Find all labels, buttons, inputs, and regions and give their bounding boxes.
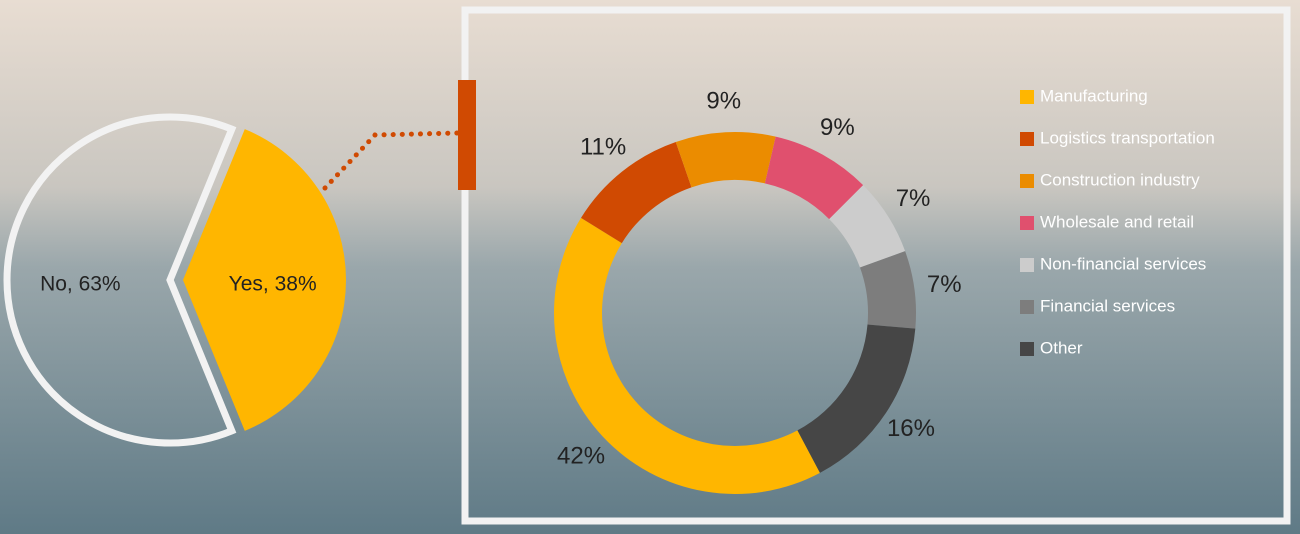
legend-swatch <box>1020 216 1034 230</box>
infographic: No, 63% Yes, 38% 42% 11% 9% 9% 7% 7% 16% Manufact… <box>0 0 1300 534</box>
legend-label: Logistics transportation <box>1040 128 1215 147</box>
value-label: 11% <box>580 134 626 161</box>
value-label: 7% <box>896 185 931 212</box>
value-label: Yes, 38% <box>229 273 317 296</box>
value-label: No, 63% <box>40 273 121 296</box>
value-label: 42% <box>557 443 605 470</box>
value-label: 16% <box>887 415 935 442</box>
legend-swatch <box>1020 300 1034 314</box>
legend-swatch <box>1020 258 1034 272</box>
connector-bar <box>458 80 476 190</box>
legend-swatch <box>1020 90 1034 104</box>
legend-label: Construction industry <box>1040 170 1200 189</box>
legend-swatch <box>1020 132 1034 146</box>
legend-swatch <box>1020 342 1034 356</box>
legend-label: Financial services <box>1040 296 1175 315</box>
value-label: 7% <box>927 271 962 298</box>
legend-swatch <box>1020 174 1034 188</box>
donut-segment <box>676 132 776 187</box>
legend-label: Non-financial services <box>1040 254 1206 273</box>
legend-label: Manufacturing <box>1040 86 1148 105</box>
value-label: 9% <box>706 88 741 115</box>
legend-label: Wholesale and retail <box>1040 212 1194 231</box>
legend-label: Other <box>1040 338 1083 357</box>
value-label: 9% <box>820 114 855 141</box>
